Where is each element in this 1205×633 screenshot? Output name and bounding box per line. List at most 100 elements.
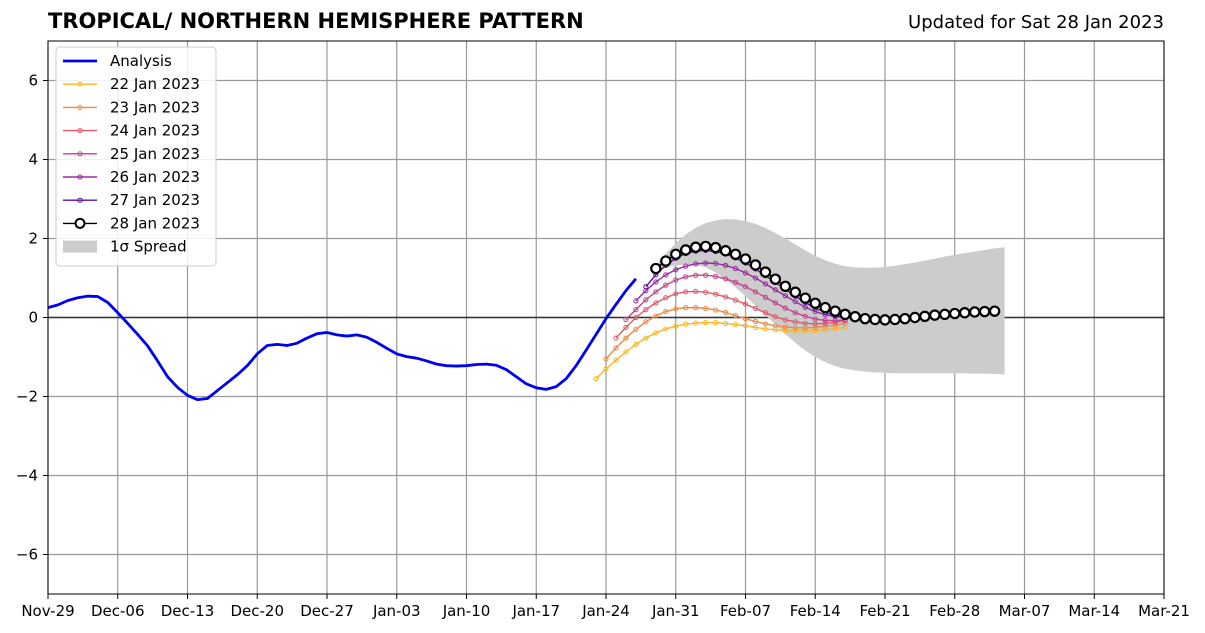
- forecast-point: [762, 321, 769, 327]
- latest-forecast-point: [739, 253, 752, 265]
- chart-subtitle: Updated for Sat 28 Jan 2023: [908, 12, 1164, 33]
- forecast-point: [742, 270, 749, 276]
- forecast-point: [732, 265, 739, 272]
- forecast-point: [623, 316, 629, 323]
- forecast-point: [762, 294, 769, 300]
- forecast-line: [635, 262, 846, 319]
- forecast-point: [683, 289, 689, 295]
- forecast-point: [722, 294, 729, 300]
- forecast-point: [812, 308, 818, 315]
- x-tick-label: Feb-14: [790, 602, 841, 620]
- forecast-point: [693, 272, 699, 278]
- forecast-point: [812, 316, 818, 322]
- forecast-point: [603, 356, 609, 362]
- forecast-point: [623, 349, 629, 355]
- forecast-point: [722, 309, 729, 315]
- latest-forecast-point: [670, 248, 682, 260]
- forecast-point: [663, 282, 669, 288]
- forecast-point: [792, 319, 798, 325]
- forecast-point: [742, 284, 749, 290]
- legend-label: 27 Jan 2023: [110, 191, 200, 209]
- forecast-series: [623, 272, 848, 324]
- latest-forecast-point: [779, 280, 792, 292]
- forecast-point: [673, 277, 679, 283]
- legend-item: 28 Jan 2023: [63, 214, 200, 232]
- x-tick-label: Jan-24: [581, 602, 630, 620]
- forecast-point: [703, 305, 709, 312]
- forecast-point: [653, 313, 659, 319]
- forecast-point: [762, 281, 769, 287]
- forecast-point: [633, 326, 639, 332]
- forecast-point: [593, 376, 599, 382]
- x-tick-label: Dec-13: [161, 602, 215, 620]
- forecast-point: [713, 260, 719, 266]
- latest-forecast-point: [929, 309, 941, 321]
- latest-forecast-point: [939, 308, 951, 321]
- x-tick-label: Mar-21: [1138, 602, 1190, 620]
- latest-forecast-point: [889, 313, 901, 326]
- forecast-point: [802, 320, 808, 327]
- forecast-point: [623, 324, 629, 330]
- forecast-point: [752, 289, 759, 295]
- forecast-point: [792, 325, 798, 331]
- forecast-point: [752, 275, 759, 281]
- forecast-point: [772, 287, 778, 293]
- legend-label: 25 Jan 2023: [110, 145, 200, 163]
- x-tick-label: Dec-20: [230, 602, 284, 620]
- forecast-point: [713, 273, 719, 280]
- forecast-point: [653, 300, 659, 306]
- legend-marker: [77, 104, 83, 111]
- legend-marker: [77, 81, 83, 87]
- forecast-point: [792, 328, 798, 334]
- latest-forecast-point: [729, 248, 742, 260]
- forecast-point: [812, 327, 818, 334]
- forecast-point: [643, 297, 649, 303]
- latest-forecast-point: [689, 241, 702, 253]
- forecast-point: [613, 357, 619, 363]
- latest-forecast-point: [899, 312, 911, 325]
- forecast-point: [633, 298, 639, 304]
- legend-marker: [74, 217, 86, 229]
- latest-forecast-point: [699, 240, 712, 253]
- latest-forecast-point: [719, 245, 732, 257]
- forecast-point: [673, 306, 679, 312]
- forecast-point: [643, 335, 649, 341]
- forecast-point: [653, 330, 659, 336]
- latest-forecast-point: [919, 310, 931, 323]
- y-tick-label: 6: [28, 72, 38, 90]
- legend-label: 28 Jan 2023: [110, 214, 200, 232]
- y-tick-label: −6: [16, 546, 38, 564]
- forecast-point: [832, 325, 838, 332]
- x-tick-label: Jan-17: [511, 602, 560, 620]
- forecast-point: [782, 327, 788, 334]
- legend-marker: [77, 174, 83, 180]
- latest-forecast-point: [789, 286, 802, 298]
- x-tick-label: Mar-07: [999, 602, 1051, 620]
- forecast-point: [673, 291, 679, 297]
- forecast-series: [633, 260, 848, 321]
- x-tick-label: Feb-28: [929, 602, 980, 620]
- x-tick-label: Nov-29: [21, 602, 74, 620]
- latest-forecast-point: [799, 292, 811, 304]
- forecast-point: [713, 291, 719, 297]
- forecast-point: [673, 323, 679, 329]
- forecast-point: [643, 307, 649, 313]
- forecast-point: [822, 327, 828, 333]
- forecast-point: [742, 316, 749, 322]
- latest-forecast-point: [839, 308, 851, 321]
- x-tick-label: Dec-27: [300, 602, 354, 620]
- forecast-point: [633, 307, 639, 313]
- y-tick-label: 4: [28, 151, 38, 169]
- forecast-point: [693, 305, 699, 311]
- legend: Analysis 22 Jan 2023 23 Jan 2023 24 Jan 202…: [55, 46, 217, 267]
- legend-marker: [77, 197, 83, 203]
- latest-forecast-point: [829, 305, 841, 317]
- latest-forecast-point: [968, 306, 981, 318]
- legend-marker: [77, 151, 83, 157]
- legend-item: 22 Jan 2023: [63, 75, 200, 93]
- forecast-point: [603, 366, 609, 372]
- latest-forecast-point: [769, 273, 782, 285]
- forecast-point: [633, 314, 639, 321]
- latest-forecast-point: [909, 311, 921, 324]
- forecast-point: [782, 324, 788, 330]
